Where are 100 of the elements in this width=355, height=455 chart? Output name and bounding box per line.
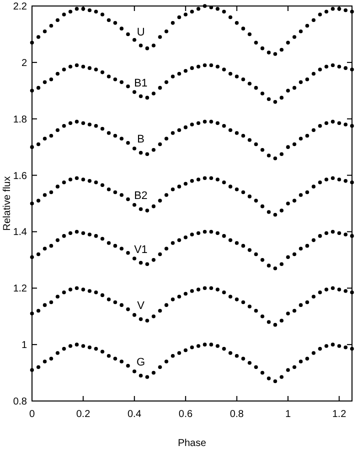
point bbox=[209, 342, 214, 346]
series-label: V bbox=[137, 300, 146, 312]
point bbox=[62, 180, 66, 184]
point bbox=[216, 288, 220, 292]
point bbox=[100, 70, 104, 74]
point bbox=[330, 176, 335, 180]
point bbox=[196, 344, 200, 348]
point bbox=[298, 136, 303, 141]
point bbox=[145, 152, 150, 156]
point bbox=[318, 290, 322, 294]
point bbox=[42, 29, 47, 34]
point bbox=[222, 234, 226, 238]
point bbox=[106, 74, 111, 78]
point bbox=[158, 308, 162, 313]
point bbox=[350, 180, 354, 184]
point bbox=[324, 344, 328, 348]
point bbox=[132, 313, 136, 317]
point bbox=[145, 375, 150, 379]
point bbox=[286, 368, 290, 372]
point bbox=[337, 64, 342, 69]
point bbox=[202, 342, 207, 346]
point bbox=[177, 351, 182, 355]
point bbox=[273, 266, 278, 270]
point bbox=[184, 12, 188, 16]
point bbox=[68, 288, 72, 292]
point bbox=[190, 179, 194, 183]
point bbox=[273, 156, 278, 160]
y-tick-label: 2 bbox=[21, 58, 28, 69]
point bbox=[241, 77, 246, 82]
point bbox=[318, 346, 322, 351]
point bbox=[248, 361, 252, 365]
point bbox=[56, 294, 60, 299]
point bbox=[74, 176, 79, 180]
point bbox=[126, 84, 130, 88]
point bbox=[106, 187, 111, 192]
point bbox=[158, 142, 162, 146]
point bbox=[266, 154, 271, 158]
point bbox=[216, 121, 220, 125]
y-axis-title: Relative flux bbox=[2, 176, 13, 231]
point bbox=[132, 369, 136, 374]
point bbox=[196, 121, 200, 125]
point bbox=[88, 289, 92, 293]
point bbox=[56, 238, 60, 242]
point bbox=[145, 208, 150, 212]
point bbox=[350, 234, 354, 238]
point bbox=[234, 354, 239, 358]
point bbox=[286, 255, 290, 260]
point bbox=[81, 64, 86, 69]
point bbox=[184, 292, 188, 296]
point bbox=[132, 38, 136, 42]
point bbox=[106, 241, 111, 245]
point bbox=[292, 35, 296, 39]
point bbox=[158, 35, 162, 39]
x-tick-label: 0.6 bbox=[178, 409, 193, 420]
point bbox=[36, 308, 40, 313]
point bbox=[273, 100, 278, 104]
point bbox=[209, 230, 214, 234]
point bbox=[254, 198, 258, 203]
point bbox=[330, 63, 335, 68]
point bbox=[241, 190, 246, 194]
point bbox=[260, 370, 264, 375]
point bbox=[100, 126, 104, 131]
point bbox=[305, 77, 310, 82]
point bbox=[337, 344, 342, 348]
point bbox=[228, 128, 232, 132]
point bbox=[113, 77, 118, 82]
point bbox=[30, 145, 34, 149]
point bbox=[88, 8, 92, 12]
point bbox=[152, 148, 156, 152]
point bbox=[36, 142, 40, 146]
point bbox=[49, 134, 54, 138]
point bbox=[138, 374, 143, 378]
point bbox=[330, 120, 335, 124]
series-label: B2 bbox=[134, 190, 148, 202]
point bbox=[324, 288, 328, 292]
point bbox=[42, 246, 47, 251]
point bbox=[241, 244, 246, 248]
point bbox=[298, 303, 303, 307]
point bbox=[152, 92, 156, 96]
point bbox=[280, 262, 284, 266]
point bbox=[132, 90, 136, 94]
point bbox=[234, 241, 239, 245]
point bbox=[241, 300, 246, 304]
point bbox=[49, 77, 54, 82]
point bbox=[228, 15, 232, 20]
point bbox=[113, 190, 118, 194]
point bbox=[56, 18, 60, 22]
point bbox=[209, 120, 214, 124]
series-label: G bbox=[136, 356, 146, 369]
point bbox=[113, 356, 118, 361]
point bbox=[145, 46, 150, 50]
point bbox=[56, 184, 60, 188]
point bbox=[260, 46, 264, 50]
point bbox=[248, 304, 252, 308]
point bbox=[177, 294, 182, 299]
point bbox=[266, 320, 271, 324]
point bbox=[132, 203, 136, 207]
point bbox=[81, 178, 86, 182]
point bbox=[216, 64, 220, 69]
point bbox=[312, 184, 316, 188]
